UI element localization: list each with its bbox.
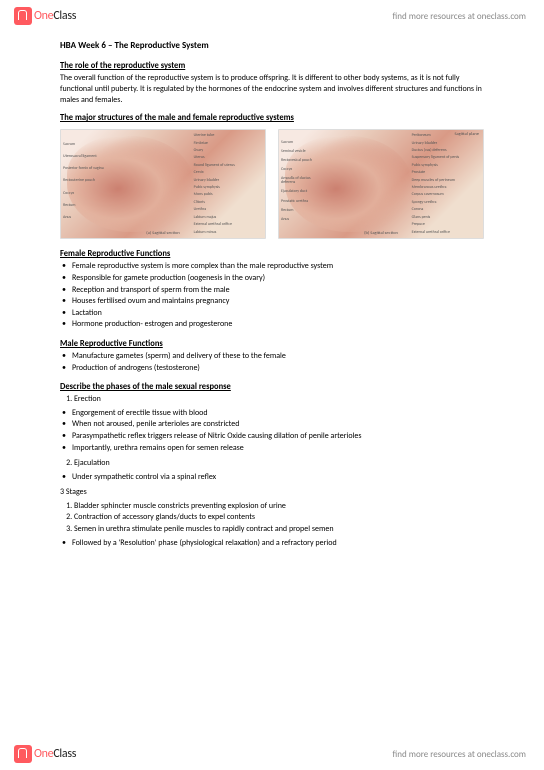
diagram-label: Rectouterine pouch: [63, 179, 104, 183]
list-item: Engorgement of erectile tissue with bloo…: [72, 408, 484, 420]
female-anatomy-diagram: Sacrum Uterosacral ligament Posterior fo…: [60, 129, 266, 239]
phases-numbered-list-2: Ejaculation: [60, 458, 484, 470]
section-heading-male-func: Male Reproductive Functions: [60, 339, 484, 349]
diagram-label: Ovary: [194, 149, 263, 153]
page-title: HBA Week 6 – The Reproductive System: [60, 40, 484, 51]
brand-logo-footer[interactable]: OneClass: [14, 745, 76, 763]
diagram-label: Prostate: [412, 171, 481, 175]
brand-name: OneClass: [34, 9, 76, 23]
diagram-label: Sacrum: [63, 143, 104, 147]
male-anatomy-diagram: Sagittal plane Sacrum Seminal vesicle Re…: [278, 129, 484, 239]
diagram-label: Posterior fornix of vagina: [63, 167, 104, 171]
diagram-label: External urethral orifice: [194, 223, 263, 227]
diagram-label: Fimbriae: [194, 142, 263, 146]
diagram-label: Rectum: [281, 209, 322, 213]
list-item: Contraction of accessory glands/ducts to…: [74, 512, 484, 524]
list-item: Erection: [74, 394, 484, 406]
list-item: Parasympathetic reflex triggers release …: [72, 431, 484, 443]
section-heading-structures: The major structures of the male and fem…: [60, 113, 484, 123]
diagram-label: Labium minus: [194, 231, 263, 235]
diagram-label: Corpus cavernosum: [412, 193, 481, 197]
diagram-label: Rectovesical pouch: [281, 159, 322, 163]
male-functions-list: Manufacture gametes (sperm) and delivery…: [60, 351, 484, 374]
diagram-label: Suspensory ligament of penis: [412, 156, 481, 160]
diagram-label: Spongy urethra: [412, 201, 481, 205]
diagram-label: Ductus (vas) deferens: [412, 149, 481, 153]
erection-bullets: Engorgement of erectile tissue with bloo…: [60, 408, 484, 454]
diagram-label: Uterosacral ligament: [63, 155, 104, 159]
list-item: Female reproductive system is more compl…: [72, 261, 484, 273]
diagram-label: Membranous urethra: [412, 186, 481, 190]
diagram-label: Seminal vesicle: [281, 150, 322, 154]
list-item: Ejaculation: [74, 458, 484, 470]
diagram-label: Anus: [281, 218, 322, 222]
list-item: Houses fertilised ovum and maintains pre…: [72, 296, 484, 308]
resolution-bullets: Followed by a 'Resolution' phase (physio…: [60, 538, 484, 550]
diagram-label: Mons pubis: [194, 193, 263, 197]
diagram-right-labels: Peritoneum Urinary bladder Ductus (vas) …: [412, 132, 481, 236]
stages-list: Bladder sphincter muscle constricts prev…: [60, 501, 484, 536]
diagram-label: Uterus: [194, 156, 263, 160]
section-heading-female-func: Female Reproductive Functions: [60, 249, 484, 259]
anatomy-diagrams: Sacrum Uterosacral ligament Posterior fo…: [60, 129, 484, 239]
footer-tagline[interactable]: find more resources at oneclass.com: [393, 749, 526, 760]
diagram-label: Urinary bladder: [412, 142, 481, 146]
diagram-label: Cervix: [194, 171, 263, 175]
diagram-label: Sacrum: [281, 141, 322, 145]
diagram-label: Labium majus: [194, 216, 263, 220]
diagram-label: Ejaculatory duct: [281, 190, 322, 194]
diagram-right-labels: Uterine tube Fimbriae Ovary Uterus Round…: [194, 132, 263, 236]
diagram-label: Round ligament of uterus: [194, 164, 263, 168]
list-item: When not aroused, penile arterioles are …: [72, 419, 484, 431]
list-item: Manufacture gametes (sperm) and delivery…: [72, 351, 484, 363]
ejaculation-bullets: Under sympathetic control via a spinal r…: [60, 472, 484, 484]
brand-logo[interactable]: OneClass: [14, 7, 76, 25]
diagram-label: Rectum: [63, 204, 104, 208]
diagram-label: Uterine tube: [194, 134, 263, 138]
list-item: Responsible for gamete production (oogen…: [72, 273, 484, 285]
diagram-label: Coccyx: [63, 192, 104, 196]
list-item: Lactation: [72, 308, 484, 320]
diagram-label: Clitoris: [194, 201, 263, 205]
diagram-label: Ampulla of ductus deferens: [281, 177, 322, 185]
diagram-label: Prostatic urethra: [281, 200, 322, 204]
list-item: Bladder sphincter muscle constricts prev…: [74, 501, 484, 513]
list-item: Production of androgens (testosterone): [72, 363, 484, 375]
document-body: HBA Week 6 – The Reproductive System The…: [60, 40, 484, 730]
diagram-label: Anus: [63, 216, 104, 220]
diagram-label: Urinary bladder: [194, 179, 263, 183]
stages-heading: 3 Stages: [60, 487, 484, 499]
diagram-caption: (a) Sagittal section: [146, 231, 179, 236]
list-item: Reception and transport of sperm from th…: [72, 285, 484, 297]
diagram-label: Corona: [412, 208, 481, 212]
header-bar: OneClass find more resources at oneclass…: [0, 0, 544, 32]
list-item: Followed by a 'Resolution' phase (physio…: [72, 538, 484, 550]
diagram-caption: (b) Sagittal section: [364, 231, 398, 236]
diagram-label: Glans penis: [412, 216, 481, 220]
phases-numbered-list: Erection: [60, 394, 484, 406]
brand-name: OneClass: [34, 747, 76, 761]
diagram-left-labels: Sacrum Seminal vesicle Rectovesical pouc…: [281, 138, 322, 224]
diagram-label: Prepuce: [412, 223, 481, 227]
brand-icon: [14, 745, 32, 763]
footer-bar: OneClass find more resources at oneclass…: [0, 738, 544, 770]
female-functions-list: Female reproductive system is more compl…: [60, 261, 484, 331]
diagram-label: Pubic symphysis: [194, 186, 263, 190]
diagram-label: Urethra: [194, 208, 263, 212]
list-item: Importantly, urethra remains open for se…: [72, 443, 484, 455]
list-item: Semen in urethra stimulate penile muscle…: [74, 524, 484, 536]
brand-icon: [14, 7, 32, 25]
diagram-label: Coccyx: [281, 168, 322, 172]
section-heading-role: The role of the reproductive system: [60, 61, 484, 71]
header-tagline[interactable]: find more resources at oneclass.com: [393, 11, 526, 22]
section-body-role: The overall function of the reproductive…: [60, 73, 484, 105]
section-heading-phases: Describe the phases of the male sexual r…: [60, 382, 484, 392]
diagram-label: Deep muscles of perineum: [412, 179, 481, 183]
diagram-left-labels: Sacrum Uterosacral ligament Posterior fo…: [63, 138, 104, 224]
list-item: Under sympathetic control via a spinal r…: [72, 472, 484, 484]
diagram-label: External urethral orifice: [412, 231, 481, 235]
diagram-label: Peritoneum: [412, 134, 481, 138]
list-item: Hormone production- estrogen and progest…: [72, 319, 484, 331]
diagram-label: Pubic symphysis: [412, 164, 481, 168]
